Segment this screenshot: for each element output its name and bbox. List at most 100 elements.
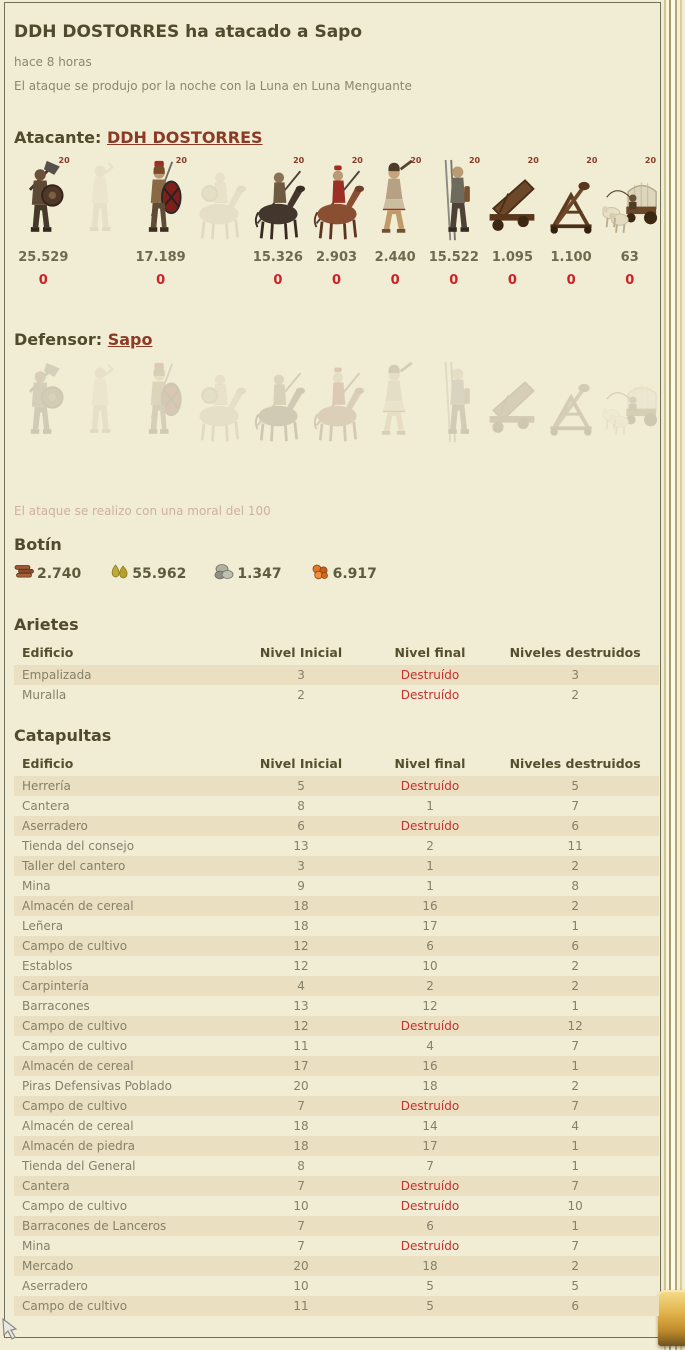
cell-initial-level: 7	[297, 1179, 305, 1193]
cell-final-level: 17	[422, 919, 438, 933]
cell-building: Aserradero	[22, 1279, 88, 1293]
loot-title: Botín	[14, 535, 62, 554]
cell-initial-level: 2	[297, 688, 305, 702]
cell-initial-level: 10	[293, 1199, 309, 1213]
loot-row: 2.740 55.962 1.347 6.917	[14, 563, 655, 584]
cavalry-dark-icon	[249, 153, 308, 245]
unit-count: 1.100	[550, 250, 592, 265]
cell-levels-destroyed: 1	[571, 1219, 579, 1233]
cell-levels-destroyed: 2	[571, 859, 579, 873]
cell-levels-destroyed: 2	[571, 1079, 579, 1093]
report-conditions: El ataque se produjo por la noche con la…	[14, 79, 412, 93]
unit-ram: 20 1.095 0	[483, 153, 542, 289]
unit-count: 63	[620, 250, 639, 265]
defender-units-row	[14, 355, 659, 447]
unit-ram	[483, 355, 542, 447]
cell-final-level: Destruído	[400, 1239, 460, 1253]
unit-level-badge: 20	[351, 156, 363, 165]
cell-building: Almacén de cereal	[22, 1059, 134, 1073]
table-row: Aserradero 10 5 5	[14, 1276, 659, 1296]
thrower-icon	[366, 355, 425, 447]
attacker-header: Atacante: DDH DOSTORRES	[14, 128, 655, 147]
cell-initial-level: 7	[297, 1239, 305, 1253]
cell-initial-level: 12	[293, 959, 309, 973]
cell-building: Barracones	[22, 999, 90, 1013]
cell-levels-destroyed: 1	[571, 1139, 579, 1153]
cell-building: Cantera	[22, 1179, 70, 1193]
cell-building: Campo de cultivo	[22, 1199, 128, 1213]
unit-level-badge: 20	[58, 156, 70, 165]
unit-level-badge: 20	[175, 156, 187, 165]
unit-losses: 0	[332, 273, 342, 288]
defender-link[interactable]: Sapo	[107, 330, 153, 349]
table-row: Establos 12 10 2	[14, 956, 659, 976]
unit-scout	[73, 153, 132, 289]
attacker-label: Atacante:	[14, 128, 102, 147]
cell-building: Mina	[22, 1239, 51, 1253]
cell-initial-level: 6	[297, 819, 305, 833]
unit-level-badge: 20	[468, 156, 481, 165]
unit-cavalry-dark	[249, 355, 308, 447]
table-row: Mina 7 Destruído 7	[14, 1236, 659, 1256]
loot-amount: 55.962	[132, 565, 187, 582]
cell-levels-destroyed: 10	[567, 1199, 583, 1213]
col-initial-level: Nivel Inicial	[259, 645, 343, 660]
unit-losses: 0	[273, 273, 283, 288]
cell-building: Tienda del General	[22, 1159, 136, 1173]
cell-final-level: 1	[426, 799, 434, 813]
unit-count: 1.095	[491, 250, 533, 265]
col-initial-level: Nivel Inicial	[259, 756, 343, 771]
unit-level-badge: 20	[644, 156, 657, 165]
cell-levels-destroyed: 2	[571, 1259, 579, 1273]
cell-final-level: 12	[422, 999, 438, 1013]
unit-legionnaire: 20 17.189 0	[131, 153, 190, 289]
cell-building: Taller del cantero	[22, 859, 126, 873]
unit-cart	[600, 355, 659, 447]
table-row: Tienda del General 8 7 1	[14, 1156, 659, 1176]
cell-initial-level: 7	[297, 1099, 305, 1113]
cell-initial-level: 9	[297, 879, 305, 893]
cell-building: Carpintería	[22, 979, 89, 993]
cell-building: Almacén de piedra	[22, 1139, 136, 1153]
paladin-icon	[190, 153, 249, 245]
unit-count: 15.522	[428, 250, 479, 265]
axeman-icon	[14, 153, 73, 245]
cell-levels-destroyed: 7	[571, 1039, 579, 1053]
cell-final-level: Destruído	[400, 1199, 460, 1213]
cell-levels-destroyed: 6	[571, 819, 579, 833]
cell-building: Piras Defensivas Poblado	[22, 1079, 173, 1093]
cell-final-level: 18	[422, 1259, 438, 1273]
cell-levels-destroyed: 4	[571, 1119, 579, 1133]
morale-text: El ataque se realizo con una moral del 1…	[14, 504, 271, 518]
cell-building: Leñera	[22, 919, 64, 933]
cell-final-level: 14	[422, 1119, 438, 1133]
table-row: Barracones 13 12 1	[14, 996, 659, 1016]
catapults-table: Edificio Nivel Inicial Nivel final Nivel…	[14, 753, 659, 1316]
unit-losses	[190, 273, 249, 289]
cell-initial-level: 17	[293, 1059, 309, 1073]
legionnaire-icon	[131, 355, 190, 447]
rams-title: Arietes	[14, 615, 79, 634]
unit-losses: 0	[566, 273, 576, 288]
col-building: Edificio	[22, 645, 74, 660]
cell-initial-level: 11	[293, 1299, 309, 1313]
loot-item: 55.962	[109, 563, 186, 584]
cell-initial-level: 4	[297, 979, 305, 993]
cell-levels-destroyed: 8	[571, 879, 579, 893]
cart-icon	[600, 355, 659, 447]
unit-level-badge: 20	[527, 156, 539, 165]
unit-count: 2.440	[374, 250, 416, 265]
cell-building: Campo de cultivo	[22, 1299, 128, 1313]
cell-building: Almacén de cereal	[22, 899, 134, 913]
mouse-cursor	[2, 1318, 18, 1340]
catapults-title: Catapultas	[14, 726, 112, 745]
cell-final-level: 1	[426, 879, 434, 893]
attacker-link[interactable]: DDH DOSTORRES	[106, 128, 263, 147]
cell-levels-destroyed: 7	[571, 1099, 579, 1113]
table-row: Almacén de cereal 18 16 2	[14, 896, 659, 916]
cell-building: Campo de cultivo	[22, 1019, 128, 1033]
table-row: Almacén de cereal 17 16 1	[14, 1056, 659, 1076]
cell-final-level: 2	[426, 839, 434, 853]
table-row: Campo de cultivo 12 6 6	[14, 936, 659, 956]
unit-thrower: 20 2.440 0	[366, 153, 425, 289]
